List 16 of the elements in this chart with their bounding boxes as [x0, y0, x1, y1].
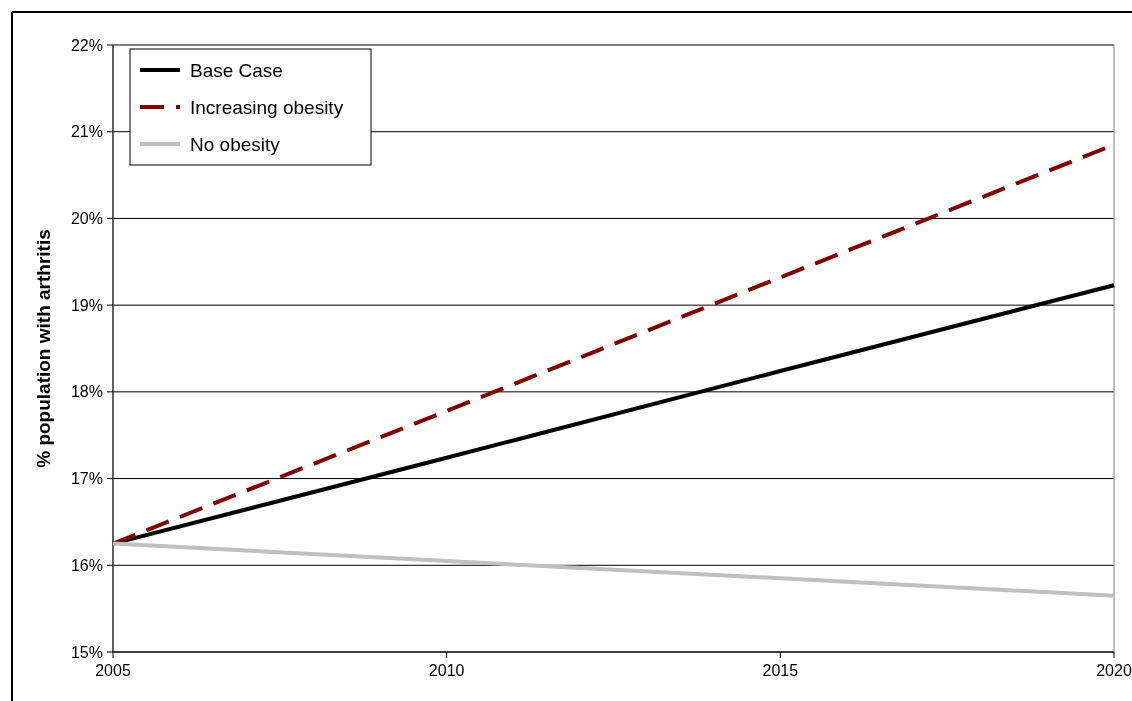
y-tick-label: 17% [70, 470, 103, 488]
x-tick-label: 2015 [762, 662, 799, 679]
y-tick-label: 16% [70, 556, 103, 574]
y-tick-label: 21% [70, 123, 103, 141]
y-tick-label: 22% [70, 36, 103, 54]
legend-label: Increasing obesity [190, 96, 344, 118]
y-axis-title: % population with arthritis [33, 229, 54, 468]
legend-label: Base Case [190, 59, 283, 81]
y-tick-label: 19% [70, 296, 103, 314]
x-tick-label: 2010 [428, 662, 465, 679]
y-tick-label: 18% [70, 383, 103, 401]
y-tick-label: 15% [70, 643, 103, 661]
x-tick-label: 2005 [95, 662, 131, 679]
legend-label: No obesity [190, 133, 281, 155]
y-tick-label: 20% [70, 210, 103, 228]
x-tick-label: 2020 [1096, 662, 1132, 679]
